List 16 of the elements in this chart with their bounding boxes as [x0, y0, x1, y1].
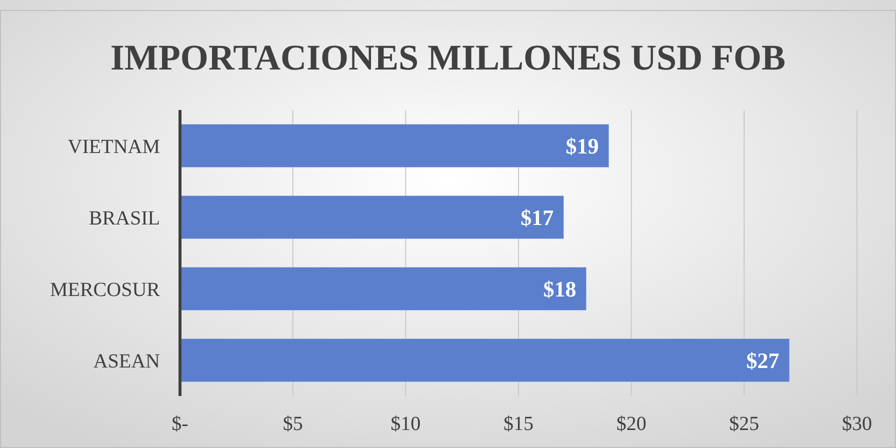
data-label: $17 — [520, 204, 554, 230]
x-tick-label: $- — [172, 413, 188, 435]
chart-title: IMPORTACIONES MILLONES USD FOB — [110, 38, 786, 78]
x-tick-label: $20 — [616, 413, 646, 435]
y-tick-label: VIETNAM — [68, 136, 160, 158]
x-tick-label: $10 — [390, 413, 421, 435]
x-tick-label: $25 — [729, 413, 760, 435]
data-label: $19 — [566, 133, 599, 158]
y-tick-label: ASEAN — [93, 350, 160, 372]
data-label: $27 — [746, 348, 780, 373]
y-tick-label: BRASIL — [88, 207, 160, 230]
x-tick-label: $30 — [842, 413, 872, 435]
x-tick-label: $15 — [504, 413, 534, 435]
x-tick-label: $5 — [282, 413, 303, 435]
y-tick-label: MERCOSUR — [50, 278, 161, 301]
data-label: $18 — [543, 276, 576, 302]
